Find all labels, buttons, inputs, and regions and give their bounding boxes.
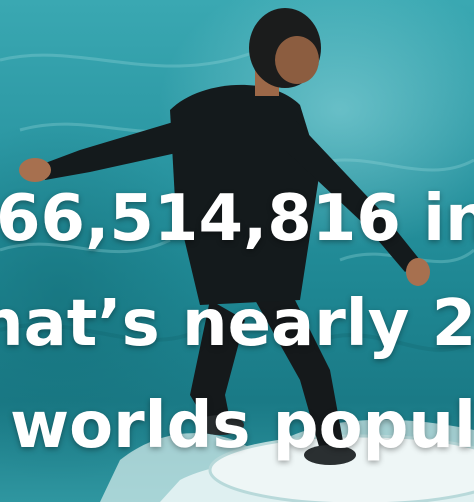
surfboard	[210, 436, 474, 502]
